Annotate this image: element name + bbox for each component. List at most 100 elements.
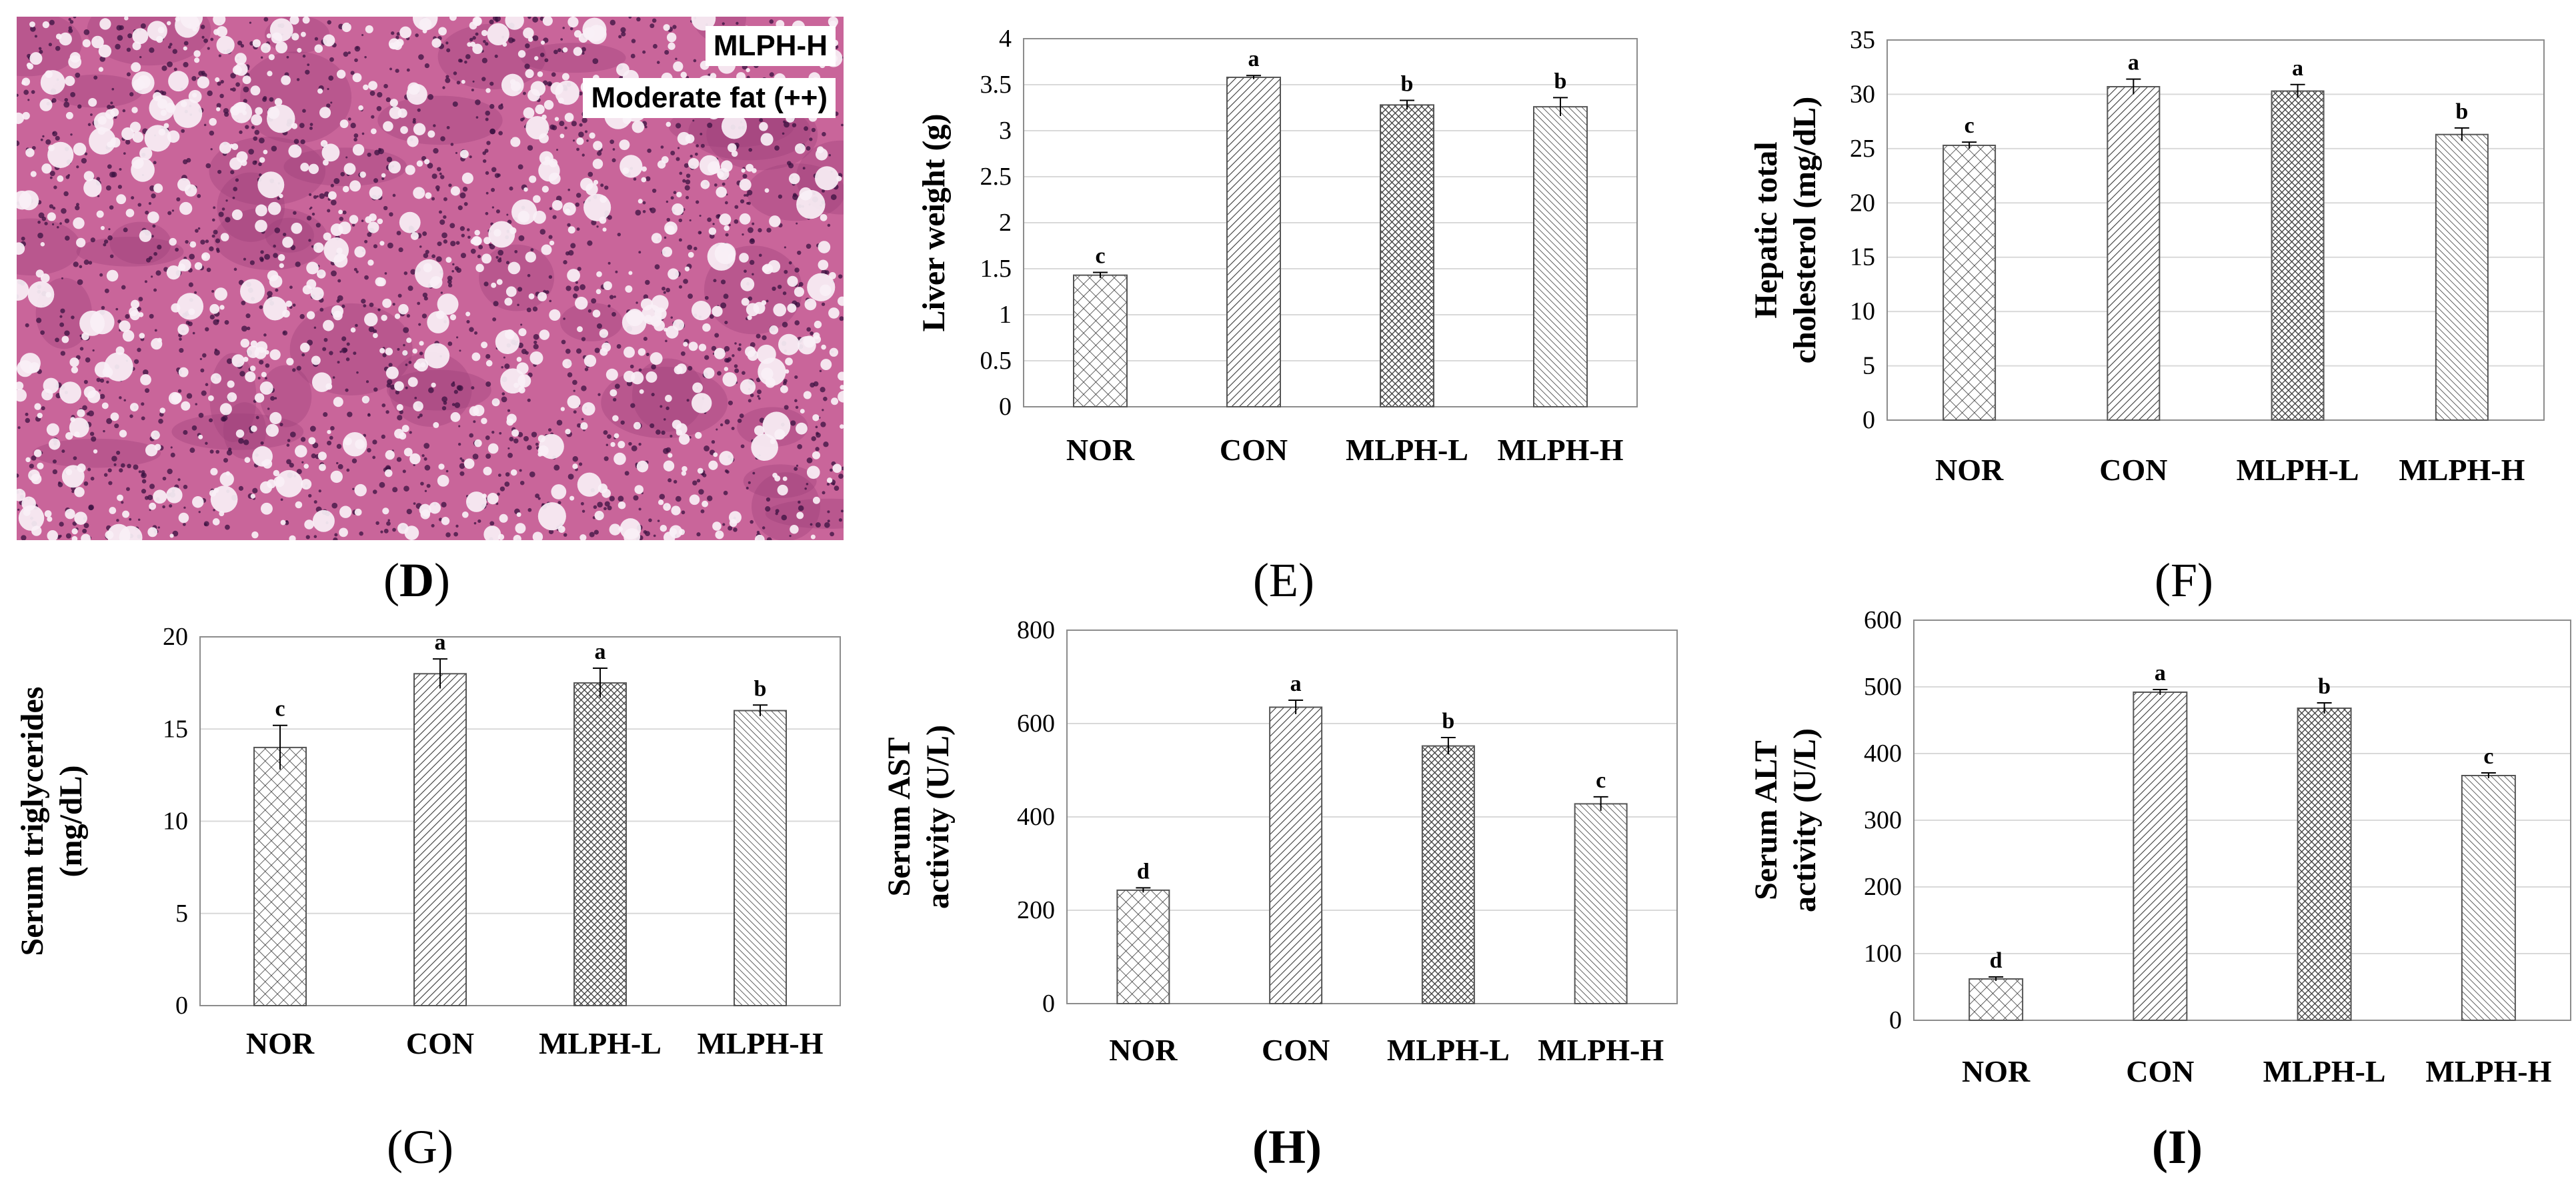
dark-patch (437, 23, 546, 90)
fat-droplet (668, 268, 680, 280)
nucleus (233, 267, 237, 271)
nucleus (571, 121, 577, 127)
nucleus (406, 68, 410, 72)
fat-droplet (132, 131, 144, 143)
fat-droplet (580, 422, 588, 430)
fat-droplet (562, 47, 568, 53)
nucleus (245, 125, 249, 129)
nucleus (670, 196, 674, 200)
category-label: MLPH-H (1497, 433, 1623, 467)
dark-patch (765, 498, 844, 529)
fat-droplet (129, 403, 139, 411)
nucleus (169, 504, 173, 508)
nucleus (301, 461, 304, 463)
nucleus (556, 149, 559, 151)
fat-droplet (306, 279, 317, 289)
nucleus (567, 473, 574, 480)
nucleus (103, 243, 107, 247)
fat-droplet (153, 489, 167, 504)
nucleus (350, 71, 355, 75)
fat-droplet (394, 381, 404, 391)
fat-droplet (214, 287, 227, 301)
nucleus (839, 316, 844, 321)
nucleus (575, 348, 582, 354)
nucleus (723, 490, 728, 495)
fat-droplet (666, 121, 672, 127)
fat-droplet (509, 227, 517, 235)
nucleus (827, 519, 830, 523)
nucleus (330, 199, 337, 206)
nucleus (659, 493, 666, 500)
nucleus (744, 269, 747, 273)
nucleus (474, 331, 478, 335)
fat-droplet (267, 104, 295, 133)
nucleus (645, 531, 650, 537)
fat-droplet (641, 166, 647, 172)
nucleus (171, 209, 175, 212)
bar-nor (1116, 889, 1170, 1004)
fat-droplet (814, 320, 822, 329)
fat-droplet (189, 241, 197, 248)
fat-droplet (333, 310, 343, 321)
nucleus (219, 93, 224, 99)
nucleus (559, 121, 565, 127)
nucleus (638, 368, 642, 372)
bar-nor (1073, 274, 1128, 407)
nucleus (403, 485, 409, 492)
fat-droplet (71, 535, 78, 540)
fat-droplet (691, 393, 712, 413)
nucleus (750, 393, 754, 397)
fat-droplet (275, 41, 288, 54)
fat-droplet (83, 179, 102, 197)
nucleus (73, 456, 77, 460)
nucleus (452, 101, 458, 107)
nucleus (127, 463, 131, 469)
fat-droplet (816, 146, 824, 153)
fat-droplet (450, 186, 461, 196)
fat-droplet (555, 80, 579, 105)
fat-droplet (739, 253, 749, 263)
nucleus (381, 434, 385, 439)
nucleus (441, 501, 447, 507)
nucleus (819, 369, 822, 373)
nucleus (61, 449, 65, 453)
fat-droplet (404, 525, 419, 540)
fat-droplet (465, 491, 487, 512)
fat-droplet (513, 534, 521, 540)
nucleus (213, 229, 218, 235)
fat-droplet (424, 343, 450, 369)
fat-droplet (74, 511, 87, 525)
nucleus (723, 293, 729, 299)
nucleus (287, 439, 291, 442)
nucleus (459, 457, 463, 460)
fat-droplet (567, 269, 580, 282)
nucleus (567, 372, 573, 377)
nucleus (688, 365, 693, 371)
nucleus (271, 145, 277, 152)
fat-droplet (25, 148, 35, 157)
nucleus (614, 383, 620, 389)
nucleus (373, 244, 378, 249)
fat-droplet (323, 232, 331, 241)
fat-droplet (538, 159, 560, 182)
fat-droplet (731, 150, 738, 157)
dark-patch (240, 51, 352, 144)
fat-droplet (715, 530, 724, 539)
fat-droplet (106, 269, 119, 282)
nucleus (136, 306, 141, 311)
bar-mlph-l (1421, 745, 1475, 1004)
nucleus (290, 245, 296, 251)
fat-droplet (818, 241, 831, 253)
nucleus (346, 468, 350, 472)
nucleus (59, 521, 64, 527)
fat-droplet (762, 411, 791, 440)
fat-droplet (551, 484, 567, 499)
nucleus (383, 528, 389, 533)
nucleus (293, 139, 299, 144)
fat-droplet (699, 155, 720, 176)
nucleus (162, 505, 165, 509)
fat-droplet (234, 63, 248, 76)
nucleus (364, 56, 367, 59)
nucleus (607, 505, 612, 511)
nucleus (285, 520, 288, 523)
